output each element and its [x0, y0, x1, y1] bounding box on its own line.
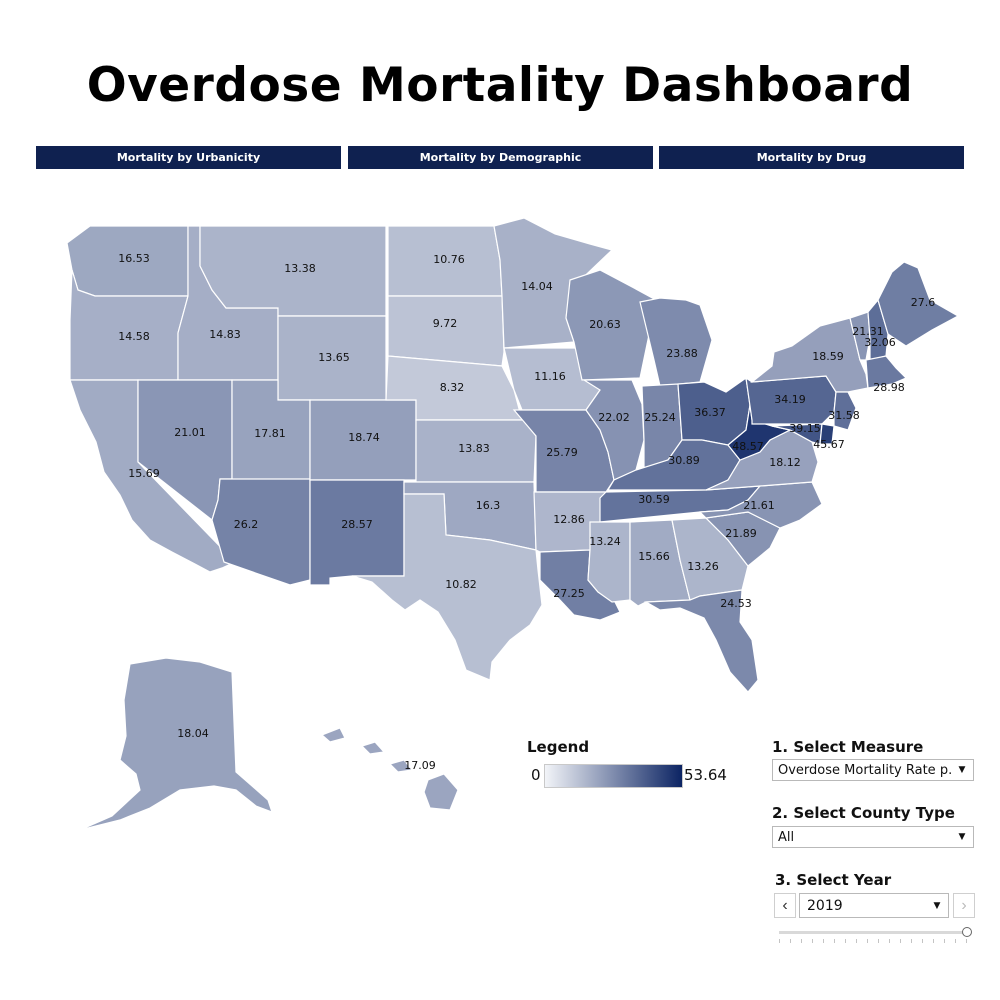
state-value-ok: 16.3: [476, 499, 501, 512]
state-value-wv: 48.57: [732, 440, 764, 453]
state-value-sd: 9.72: [433, 317, 458, 330]
year-slider-thumb[interactable]: [962, 927, 972, 937]
state-vt[interactable]: [849, 311, 871, 361]
state-value-hi: 17.09: [404, 759, 436, 772]
state-value-sc: 21.89: [725, 527, 757, 540]
tab-mortality-by-demographic[interactable]: Mortality by Demographic: [348, 146, 653, 169]
state-value-ks: 13.83: [458, 442, 490, 455]
state-value-la: 27.25: [553, 587, 585, 600]
state-value-co: 18.74: [348, 431, 380, 444]
state-nc[interactable]: [698, 481, 823, 529]
state-value-wi: 20.63: [589, 318, 621, 331]
state-value-ut: 17.81: [254, 427, 286, 440]
state-value-nc: 21.61: [743, 499, 775, 512]
year-slider-ticks: [779, 939, 967, 943]
measure-dropdown[interactable]: Overdose Mortality Rate p... ▼: [772, 759, 974, 781]
state-mt[interactable]: [199, 225, 387, 317]
state-sd[interactable]: [387, 295, 505, 367]
legend-min-label: 0: [531, 766, 541, 784]
caret-down-icon: ▼: [958, 832, 966, 842]
year-dropdown[interactable]: 2019 ▼: [799, 893, 949, 918]
state-value-fl: 24.53: [720, 597, 752, 610]
legend-gradient-bar: [544, 764, 683, 788]
state-value-me: 27.6: [911, 296, 936, 309]
state-value-ne: 8.32: [440, 381, 465, 394]
state-wi[interactable]: [565, 269, 657, 381]
state-hi[interactable]: [320, 727, 459, 811]
state-value-oh: 36.37: [694, 406, 726, 419]
state-value-ms: 13.24: [589, 535, 621, 548]
tab-mortality-by-drug[interactable]: Mortality by Drug: [659, 146, 964, 169]
state-value-tn: 30.59: [638, 493, 670, 506]
state-value-pa: 34.19: [774, 393, 806, 406]
select-county-type-label: 2. Select County Type: [772, 804, 955, 822]
state-ak[interactable]: [79, 657, 273, 831]
year-slider-track[interactable]: [779, 931, 967, 934]
state-mi[interactable]: [639, 297, 713, 387]
state-nj[interactable]: [833, 391, 857, 431]
state-value-ky: 30.89: [668, 454, 700, 467]
state-ma[interactable]: [865, 355, 908, 389]
tab-mortality-by-urbanicity[interactable]: Mortality by Urbanicity: [36, 146, 341, 169]
legend-max-label: 53.64: [684, 766, 727, 784]
state-me[interactable]: [877, 261, 960, 347]
state-value-mi: 23.88: [666, 347, 698, 360]
caret-down-icon: ▼: [958, 765, 966, 775]
state-value-mn: 14.04: [521, 280, 553, 293]
select-year-label: 3. Select Year: [775, 871, 892, 889]
state-value-md: 39.15: [789, 422, 821, 435]
state-value-il: 22.02: [598, 411, 630, 424]
state-value-nd: 10.76: [433, 253, 465, 266]
state-value-id: 14.83: [209, 328, 241, 341]
chevron-left-icon: ‹: [782, 896, 788, 914]
state-value-mo: 25.79: [546, 446, 578, 459]
state-value-ga: 13.26: [687, 560, 719, 573]
state-value-nh: 32.06: [864, 336, 896, 349]
county-type-dropdown[interactable]: All ▼: [772, 826, 974, 848]
state-az[interactable]: [211, 478, 311, 586]
state-value-ar: 12.86: [553, 513, 585, 526]
measure-dropdown-value: Overdose Mortality Rate p...: [778, 762, 951, 778]
state-value-wa: 16.53: [118, 252, 150, 265]
year-previous-button[interactable]: ‹: [774, 893, 796, 918]
county-type-dropdown-value: All: [778, 829, 795, 845]
state-value-de: 45.67: [813, 438, 845, 451]
state-fl[interactable]: [643, 589, 759, 693]
state-nm[interactable]: [309, 479, 405, 586]
state-value-va: 18.12: [769, 456, 801, 469]
state-de[interactable]: [819, 423, 835, 445]
chevron-right-icon: ›: [961, 896, 967, 914]
year-dropdown-value: 2019: [807, 897, 843, 914]
state-value-az: 26.2: [234, 518, 259, 531]
state-value-ny: 18.59: [812, 350, 844, 363]
state-value-wy: 13.65: [318, 351, 350, 364]
legend-title: Legend: [527, 738, 590, 756]
state-tx[interactable]: [351, 493, 543, 681]
state-value-tx: 10.82: [445, 578, 477, 591]
state-value-nj: 31.58: [828, 409, 860, 422]
state-value-al: 15.66: [638, 550, 670, 563]
state-value-ak: 18.04: [177, 727, 209, 740]
caret-down-icon: ▼: [933, 900, 941, 911]
state-value-nv: 21.01: [174, 426, 206, 439]
year-next-button[interactable]: ›: [953, 893, 975, 918]
state-md[interactable]: [771, 423, 823, 445]
state-value-ia: 11.16: [534, 370, 566, 383]
state-value-nm: 28.57: [341, 518, 373, 531]
state-value-ca: 15.69: [128, 467, 160, 480]
state-value-mt: 13.38: [284, 262, 316, 275]
state-ca[interactable]: [69, 379, 237, 573]
state-value-or: 14.58: [118, 330, 150, 343]
state-value-vt: 21.31: [852, 325, 884, 338]
page-title: Overdose Mortality Dashboard: [86, 58, 914, 113]
state-ks[interactable]: [415, 419, 537, 483]
state-value-ma: 28.98: [873, 381, 905, 394]
select-measure-label: 1. Select Measure: [772, 738, 924, 756]
state-value-in: 25.24: [644, 411, 676, 424]
